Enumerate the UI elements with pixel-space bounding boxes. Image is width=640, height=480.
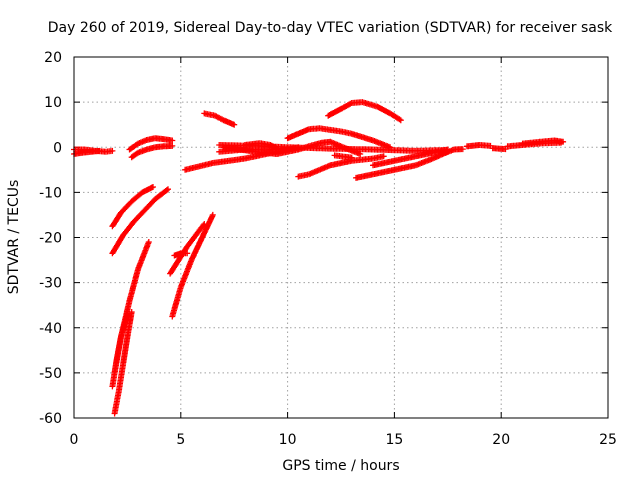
x-tick-label: 10 [279,432,297,448]
y-tick-label: -20 [39,231,62,247]
data-arc [519,137,567,147]
plus-markers [111,309,135,417]
data-arc [464,142,494,150]
data-arc [109,186,171,257]
plus-markers [295,153,387,180]
plus-markers [109,184,156,230]
data-arc [331,152,355,161]
plus-markers [220,144,302,157]
plus-markers [109,311,131,390]
data-arc [111,309,135,417]
y-axis-label: SDTVAR / TECUs [6,180,22,295]
data-arc [442,146,466,156]
plus-markers [241,140,280,152]
x-tick-label: 25 [599,432,617,448]
plus-markers [284,125,394,151]
plus-markers [169,211,216,320]
data-arc [353,148,451,181]
y-tick-label: 0 [53,140,62,156]
y-tick-label: -60 [39,411,62,427]
data-arc [109,184,156,230]
plus-markers [353,148,451,181]
y-tick-label: -30 [39,276,62,292]
data-arc [489,145,509,153]
data-arc [295,138,364,157]
data-marks [71,99,567,417]
data-arc [220,144,302,157]
plus-markers [295,138,364,157]
x-axis-label: GPS time / hours [282,458,399,474]
plus-markers [489,145,509,153]
plus-markers [128,142,176,161]
data-arc [171,250,191,259]
plus-markers [171,250,191,259]
data-arc [201,110,238,128]
x-tick-label: 5 [176,432,185,448]
data-arc [295,153,387,180]
plus-markers [325,99,404,124]
x-tick-label: 20 [492,432,510,448]
data-arc [126,135,176,153]
data-arc [241,140,280,152]
y-tick-label: -40 [39,321,62,337]
x-tick-label: 0 [70,432,79,448]
plus-markers [331,152,355,161]
plot-frame [73,56,609,419]
data-arc [109,311,131,390]
plus-markers [464,142,494,150]
data-arc [370,146,451,169]
y-tick-label: 20 [44,50,62,66]
data-arc [284,125,394,151]
y-tick-label: -50 [39,366,62,382]
plus-markers [126,135,176,153]
data-arc [325,99,404,124]
plus-markers [442,146,466,156]
plus-markers [370,146,451,169]
y-tick-label: 10 [44,95,62,111]
plus-markers [201,110,238,128]
y-tick-label: -10 [39,185,62,201]
plus-markers [519,137,567,147]
data-arc [128,142,176,161]
tick-layer: 0 5 10 15 20 25 -60 -50 -40 -30 -20 -10 0 10 20 [39,50,617,448]
data-arc [169,211,216,320]
chart-title: Day 260 of 2019, Sidereal Day-to-day VTE… [48,20,613,36]
plus-markers [109,186,171,257]
x-tick-label: 15 [385,432,403,448]
